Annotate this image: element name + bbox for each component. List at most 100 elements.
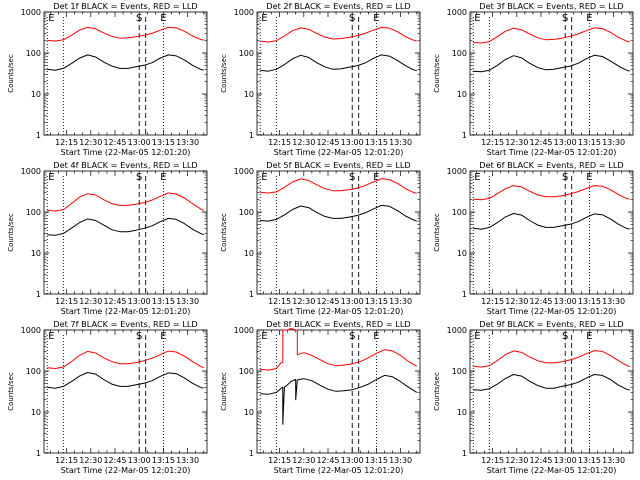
- marker-label: E: [474, 172, 480, 183]
- marker-label: E: [261, 331, 267, 342]
- x-axis-label: Start Time (22-Mar-05 12:01:20): [61, 148, 191, 157]
- y-tick-label: 100: [239, 208, 254, 217]
- x-tick-label: 13:00: [128, 456, 151, 465]
- y-tick-label: 1000: [21, 326, 41, 335]
- x-tick-label: 13:15: [152, 138, 175, 147]
- x-tick-label: 13:30: [176, 297, 199, 306]
- marker-label: E: [160, 13, 166, 24]
- plot-frame: [469, 170, 634, 295]
- x-tick-label: 13:30: [389, 456, 412, 465]
- marker-label: E: [48, 13, 54, 24]
- x-tick-label: 13:30: [176, 138, 199, 147]
- x-tick-label: 12:30: [292, 456, 315, 465]
- plot-frame: [256, 11, 421, 136]
- x-tick-label: 13:30: [176, 456, 199, 465]
- series-line-events: [260, 374, 418, 425]
- x-tick-label: 13:00: [341, 456, 364, 465]
- y-tick-label: 1: [249, 449, 254, 458]
- plot-frame: [43, 329, 208, 454]
- marker-label: E: [586, 13, 592, 24]
- series-line-lld: [47, 26, 204, 42]
- y-tick-label: 1000: [447, 8, 467, 17]
- detector-panel-3: Det 3f BLACK = Events, RED = LLD 1 10 100 10…: [433, 1, 634, 157]
- panel-title: Det 7f BLACK = Events, RED = LLD: [53, 319, 197, 329]
- x-axis-label: Start Time (22-Mar-05 12:01:20): [274, 307, 404, 316]
- x-tick-label: 12:30: [79, 297, 102, 306]
- y-axis-label: Counts/sec: [7, 54, 15, 93]
- x-tick-label: 12:30: [505, 297, 528, 306]
- x-tick-label: 12:45: [316, 297, 339, 306]
- y-tick-label: 1: [36, 131, 41, 140]
- plot-frame: [43, 170, 208, 295]
- detector-panel-2: Det 2f BLACK = Events, RED = LLD 1 10 100 10…: [220, 1, 421, 157]
- x-tick-label: 12:15: [481, 456, 504, 465]
- x-tick-label: 12:30: [292, 297, 315, 306]
- y-tick-label: 100: [452, 49, 467, 58]
- series-line-lld: [47, 350, 205, 369]
- y-tick-label: 100: [26, 49, 41, 58]
- marker-label: S: [136, 331, 142, 342]
- marker-label: E: [160, 331, 166, 342]
- x-tick-label: 12:45: [529, 138, 552, 147]
- y-axis-label: Counts/sec: [433, 372, 441, 411]
- y-tick-label: 10: [457, 408, 467, 417]
- y-tick-label: 100: [452, 367, 467, 376]
- x-tick-label: 12:45: [103, 297, 126, 306]
- x-tick-label: 12:15: [481, 138, 504, 147]
- x-axis-label: Start Time (22-Mar-05 12:01:20): [274, 148, 404, 157]
- series-line-events: [260, 54, 417, 72]
- x-tick-label: 12:30: [505, 456, 528, 465]
- x-tick-label: 12:45: [529, 297, 552, 306]
- y-tick-label: 10: [31, 408, 41, 417]
- marker-label: E: [474, 331, 480, 342]
- x-tick-label: 13:30: [602, 138, 625, 147]
- y-tick-label: 10: [244, 408, 254, 417]
- series-line-events: [260, 204, 417, 222]
- y-tick-label: 1: [36, 290, 41, 299]
- panel-title: Det 2f BLACK = Events, RED = LLD: [266, 1, 410, 11]
- series-line-events: [473, 213, 630, 230]
- x-tick-label: 13:15: [365, 138, 388, 147]
- x-tick-label: 12:15: [268, 297, 291, 306]
- y-tick-label: 1000: [234, 167, 254, 176]
- series-line-events: [47, 54, 204, 71]
- plot-frame: [256, 170, 421, 295]
- x-tick-label: 13:00: [128, 297, 151, 306]
- detector-panel-5: Det 5f BLACK = Events, RED = LLD 1 10 100 10…: [220, 160, 421, 316]
- y-tick-label: 10: [244, 90, 254, 99]
- x-tick-label: 13:00: [341, 297, 364, 306]
- detector-panel-7: Det 7f BLACK = Events, RED = LLD 1 10 100 10…: [7, 319, 208, 475]
- panel-title: Det 1f BLACK = Events, RED = LLD: [53, 1, 197, 11]
- y-tick-label: 10: [31, 90, 41, 99]
- marker-label: E: [586, 172, 592, 183]
- x-tick-label: 13:00: [128, 138, 151, 147]
- detector-panel-1: Det 1f BLACK = Events, RED = LLD 1 10 100 10…: [7, 1, 208, 157]
- marker-label: E: [261, 172, 267, 183]
- marker-label: S: [349, 331, 355, 342]
- y-tick-label: 1000: [447, 167, 467, 176]
- x-tick-label: 12:45: [316, 456, 339, 465]
- series-line-lld: [473, 27, 630, 44]
- y-tick-label: 10: [31, 249, 41, 258]
- marker-label: S: [562, 172, 568, 183]
- y-tick-label: 100: [452, 208, 467, 217]
- y-tick-label: 10: [457, 249, 467, 258]
- y-tick-label: 1000: [447, 326, 467, 335]
- y-tick-label: 100: [239, 49, 254, 58]
- x-tick-label: 13:00: [341, 138, 364, 147]
- marker-label: S: [562, 13, 568, 24]
- marker-label: E: [586, 331, 592, 342]
- series-line-lld: [260, 328, 418, 371]
- y-tick-label: 1: [462, 449, 467, 458]
- x-tick-label: 13:30: [389, 297, 412, 306]
- y-axis-label: Counts/sec: [220, 372, 228, 411]
- y-tick-label: 100: [26, 208, 41, 217]
- y-tick-label: 1000: [234, 8, 254, 17]
- x-tick-label: 13:15: [578, 297, 601, 306]
- detector-panel-9: Det 9f BLACK = Events, RED = LLD 1 10 100 10…: [433, 319, 634, 475]
- y-tick-label: 1000: [234, 326, 254, 335]
- x-axis-label: Start Time (22-Mar-05 12:01:20): [61, 466, 191, 475]
- x-tick-label: 13:15: [578, 456, 601, 465]
- marker-label: S: [136, 13, 142, 24]
- series-line-lld: [473, 350, 630, 368]
